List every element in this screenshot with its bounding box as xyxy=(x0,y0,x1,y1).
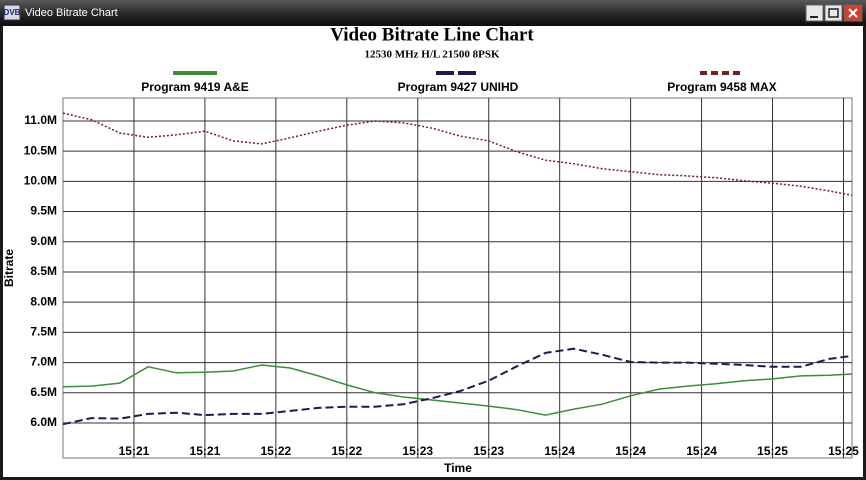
x-tick-label: 15:25 xyxy=(828,444,859,458)
y-tick-label: 10.5M xyxy=(24,143,57,157)
y-tick-label: 10.0M xyxy=(24,174,57,188)
maximize-button[interactable] xyxy=(824,4,843,22)
x-tick-label: 15:25 xyxy=(757,444,788,458)
x-tick-label: 15:22 xyxy=(331,444,362,458)
x-tick-label: 15:23 xyxy=(473,444,504,458)
x-tick-label: 15:21 xyxy=(119,444,150,458)
legend-label: Program 9419 A&E xyxy=(141,80,249,94)
minimize-button[interactable] xyxy=(805,4,824,22)
x-tick-label: 15:23 xyxy=(402,444,433,458)
app-icon xyxy=(3,4,21,21)
y-tick-label: 6.0M xyxy=(30,415,57,429)
window-title: Video Bitrate Chart xyxy=(25,7,118,19)
y-tick-label: 9.0M xyxy=(30,234,57,248)
chart-title: Video Bitrate Line Chart xyxy=(330,24,534,45)
y-tick-label: 11.0M xyxy=(24,113,57,127)
maximize-icon xyxy=(828,8,839,18)
series-line xyxy=(62,347,853,426)
plot-area xyxy=(62,97,853,459)
y-tick-label: 6.5M xyxy=(30,385,57,399)
x-tick-label: 15:21 xyxy=(190,444,221,458)
x-tick-label: 15:24 xyxy=(615,444,646,458)
y-tick-label: 8.5M xyxy=(30,264,57,278)
y-tick-label: 9.5M xyxy=(30,204,57,218)
x-tick-label: 15:22 xyxy=(261,444,292,458)
legend-label: Program 9458 MAX xyxy=(667,80,776,94)
y-axis-title: Bitrate xyxy=(2,249,16,287)
window-buttons xyxy=(805,4,863,22)
y-tick-label: 8.0M xyxy=(30,294,57,308)
y-tick-label: 7.0M xyxy=(30,355,57,369)
series-line xyxy=(62,364,853,416)
legend-label: Program 9427 UNIHD xyxy=(398,80,519,94)
x-tick-label: 15:24 xyxy=(686,444,717,458)
close-icon xyxy=(848,8,858,18)
series-line xyxy=(62,112,853,196)
x-axis-title: Time xyxy=(444,461,472,475)
title-bar xyxy=(0,0,866,26)
x-tick-label: 15:24 xyxy=(544,444,575,458)
app-icon-text: DVB xyxy=(4,8,21,17)
chart-subtitle: 12530 MHz H/L 21500 8PSK xyxy=(364,49,500,61)
y-tick-label: 7.5M xyxy=(30,325,57,339)
